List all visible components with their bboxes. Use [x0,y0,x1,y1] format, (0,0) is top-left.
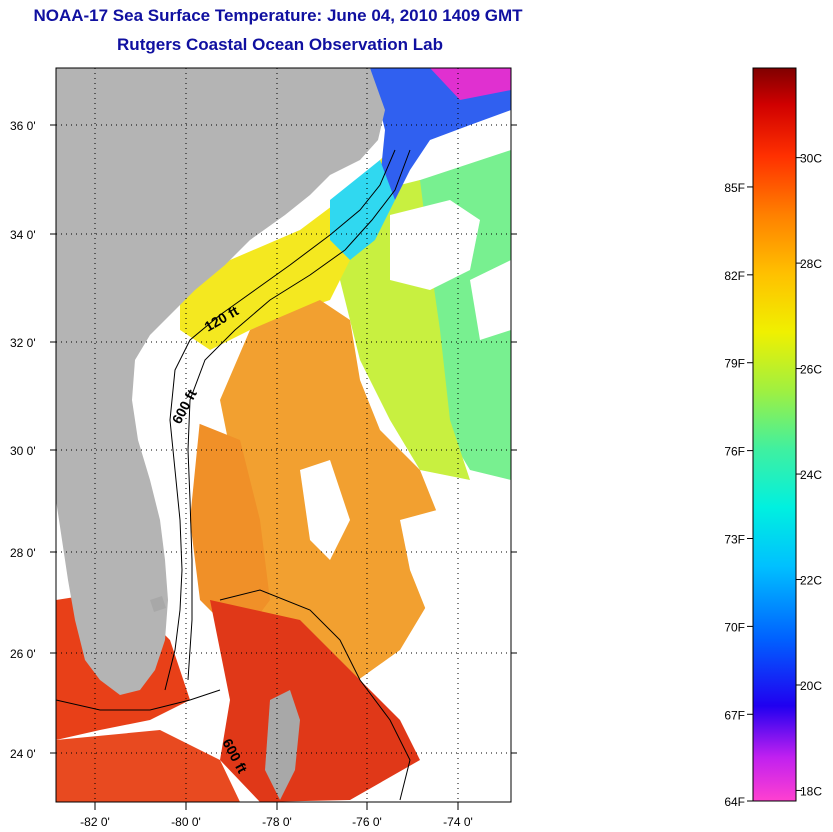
colorbar-fahrenheit-label: 76F [724,445,745,459]
lat-label-28: 28 0' [10,546,36,560]
contour-keys [56,689,221,711]
sst-cyan-hatteras [330,160,395,260]
colorbar-fahrenheit-label: 67F [724,708,745,722]
colorbar-fahrenheit-label: 73F [724,533,745,547]
lon-label-74: -74 0' [443,815,473,829]
cloud-patch-center [300,460,350,560]
sst-orange-south [190,420,270,640]
lat-label-36: 36 0' [10,119,36,133]
colorbar-celsius-label: 18C [800,784,822,798]
graticule [56,68,511,802]
lat-label-26: 26 0' [10,647,36,661]
map-subtitle: Rutgers Coastal Ocean Observation Lab [117,35,443,54]
temperature-colorbar [752,67,797,802]
colorbar-fahrenheit-label: 85F [724,181,745,195]
lon-label-82: -82 0' [80,815,110,829]
contour-120ft [164,149,396,691]
land-bahamas-andros [265,690,300,800]
lon-label-80: -80 0' [171,815,201,829]
colorbar-fahrenheit-label: 64F [724,795,745,809]
colorbar-fahrenheit-label: 70F [724,620,745,634]
cloud-patch-southeast [400,490,511,660]
map-title: NOAA-17 Sea Surface Temperature: June 04… [33,6,523,25]
map-ticks [50,124,517,810]
colorbar-celsius-label: 30C [800,152,822,166]
sst-yellow-shelf [180,140,400,350]
lat-label-32: 32 0' [10,336,36,350]
lon-label-78: -78 0' [262,815,292,829]
colorbar-fahrenheit-label: 82F [724,269,745,283]
colorbar-celsius-label: 26C [800,363,822,377]
colorbar-celsius-label: 20C [800,679,822,693]
colorbar-celsius-label: 24C [800,468,822,482]
land-southeast-us [56,68,385,695]
sst-hot-cuba-north [56,730,240,802]
cloud-patch-east [470,260,511,340]
contour-600ft [187,149,411,681]
colorbar-ticks [747,157,802,802]
colorbar-fahrenheit-labels: 85F 82F 79F 76F 73F 70F 67F 64F [724,181,745,809]
lat-label-24: 24 0' [10,747,36,761]
sst-cold-hatteras [370,68,511,200]
sst-hot-bahamas [210,600,420,802]
colorbar-celsius-label: 22C [800,574,822,588]
sst-magenta-north [430,68,511,100]
sst-map: 120 ft 600 ft 600 ft [56,68,511,802]
cloud-patch-north [390,200,480,290]
lon-label-76: -76 0' [352,815,382,829]
sst-green-yellow-band [340,180,470,480]
lat-label-34: 34 0' [10,228,36,242]
lat-label-30: 30 0' [10,444,36,458]
colorbar-celsius-labels: 30C 28C 26C 24C 22C 20C 18C [800,152,822,799]
colorbar-fahrenheit-label: 79F [724,357,745,371]
map-frame [55,67,512,803]
land-island-small [150,596,166,612]
colorbar-celsius-label: 28C [800,257,822,271]
